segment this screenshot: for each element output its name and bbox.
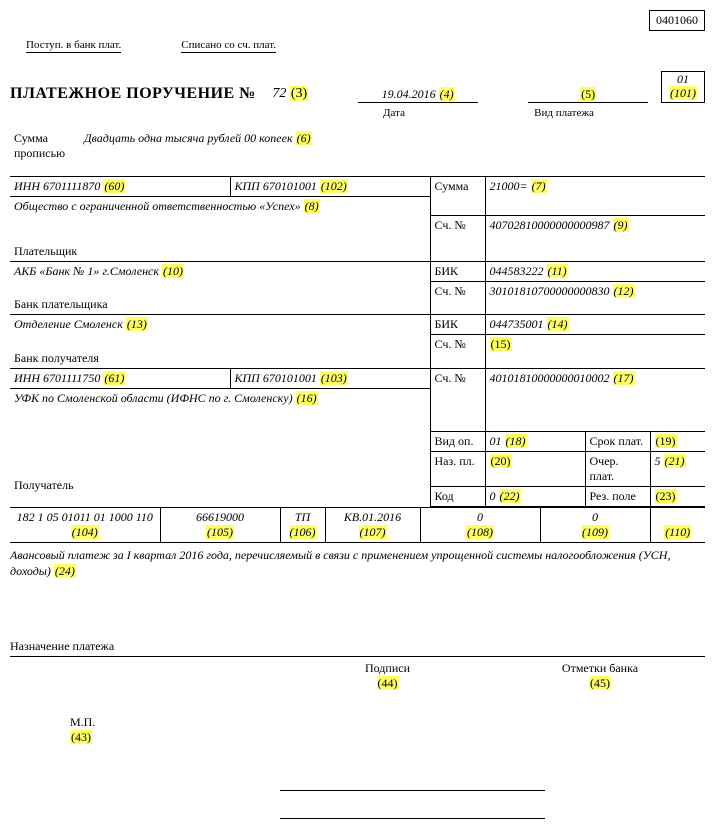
srok-label: Срок плат. (585, 432, 650, 452)
payer-inn: 6701111870 (43, 179, 100, 193)
payer-bik-label: БИК (430, 261, 485, 281)
f108: 0 (477, 510, 483, 524)
tag-3: (3) (290, 86, 308, 101)
tag-9: (9) (613, 218, 629, 232)
rcpt-kpp-label: КПП (235, 371, 260, 385)
sum-words: Двадцать одна тысяча рублей 00 копеек (84, 131, 293, 145)
sum-label: Сумма (430, 176, 485, 196)
tag-15: (15) (490, 337, 512, 351)
sum-value: 21000= (490, 179, 528, 193)
tag-103: (103) (320, 371, 348, 385)
doc-date: 19.04.2016 (382, 87, 436, 101)
tag-16: (16) (296, 391, 318, 405)
f109: 0 (592, 510, 598, 524)
f107: КВ.01.2016 (344, 510, 401, 524)
tag-22: (22) (499, 489, 521, 503)
payer-inn-label: ИНН (14, 179, 40, 193)
tag-13: (13) (126, 317, 148, 331)
tag-102: (102) (320, 179, 348, 193)
tag-60: (60) (103, 179, 125, 193)
rcpt-bik-label: БИК (430, 315, 485, 335)
payer-bank-label: Банк плательщика (14, 297, 108, 311)
paytype-label: Вид платежа (504, 107, 624, 119)
tag-7: (7) (531, 179, 547, 193)
tag-45: (45) (589, 676, 611, 690)
tag-4: (4) (439, 87, 455, 101)
tag-5: (5) (580, 87, 596, 101)
rcpt-name: УФК по Смоленской области (ИФНС по г. См… (14, 391, 293, 405)
ocher: 5 (655, 454, 661, 468)
tag-106: (106) (289, 525, 317, 539)
payer-acc: 40702810000000000987 (490, 218, 610, 232)
f106: ТП (295, 510, 310, 524)
ocher-label: Очер. плат. (585, 452, 650, 487)
doc-number: 72 (272, 86, 286, 101)
tag-44: (44) (377, 676, 399, 690)
tag-24: (24) (54, 564, 76, 578)
tag-14: (14) (547, 317, 569, 331)
tag-101: (101) (669, 86, 697, 100)
tag-21: (21) (664, 454, 686, 468)
tag-104: (104) (71, 525, 99, 539)
rcpt-inn-label: ИНН (14, 371, 40, 385)
tag-19: (19) (655, 434, 677, 448)
payer-bank-acc: 30101810700000000830 (490, 284, 610, 298)
payer-acc-label: Сч. № (430, 216, 485, 242)
f104: 182 1 05 01011 01 1000 110 (17, 510, 153, 524)
received-label: Поступ. в банк плат. (26, 39, 121, 53)
tag-18: (18) (505, 434, 527, 448)
payer-kpp: 670101001 (263, 179, 317, 193)
bank-marks-label: Отметки банка (562, 661, 638, 675)
date-label: Дата (334, 107, 454, 119)
naz-label: Наз. пл. (430, 452, 485, 487)
rcpt-bik: 044735001 (490, 317, 544, 331)
tag-10: (10) (162, 264, 184, 278)
payer-bank-acc-label: Сч. № (430, 281, 485, 315)
field-101-value: 01 (677, 72, 689, 86)
tag-43: (43) (70, 730, 92, 744)
payer-label: Плательщик (10, 242, 430, 262)
tag-12: (12) (613, 284, 635, 298)
tag-17: (17) (613, 371, 635, 385)
writeoff-label: Списано со сч. плат. (181, 39, 276, 53)
rcpt-bank-acc-label: Сч. № (430, 335, 485, 369)
mp-label: М.П. (70, 715, 95, 729)
tag-108: (108) (466, 525, 494, 539)
kod-label: Код (430, 487, 485, 507)
rcpt-kpp: 670101001 (263, 371, 317, 385)
tag-23: (23) (655, 489, 677, 503)
payer-bank: АКБ «Банк № 1» г.Смоленск (14, 264, 159, 278)
tag-110: (110) (664, 525, 691, 539)
rcpt-bank-label: Банк получателя (14, 351, 99, 365)
payer-bik: 044583222 (490, 264, 544, 278)
tag-6: (6) (296, 131, 312, 145)
rcpt-acc: 40101810000000010002 (490, 371, 610, 385)
tag-20: (20) (490, 454, 512, 468)
kod: 0 (490, 489, 496, 503)
rez-label: Рез. поле (585, 487, 650, 507)
payer-kpp-label: КПП (235, 179, 260, 193)
vidop-label: Вид оп. (430, 432, 485, 452)
sum-words-label: Сумма прописью (10, 129, 80, 177)
tag-11: (11) (547, 264, 568, 278)
doc-title: ПЛАТЕЖНОЕ ПОРУЧЕНИЕ № (10, 85, 256, 103)
tag-105: (105) (206, 525, 234, 539)
tag-109: (109) (581, 525, 609, 539)
purpose-text: Авансовый платеж за I квартал 2016 года,… (10, 548, 670, 578)
tag-61: (61) (103, 371, 125, 385)
rcpt-bank: Отделение Смоленск (14, 317, 123, 331)
tag-8: (8) (304, 199, 320, 213)
purpose-label: Назначение платежа (10, 639, 705, 657)
signatures-label: Подписи (365, 661, 410, 675)
okud-code: 0401060 (649, 10, 705, 31)
rcpt-acc-label: Сч. № (430, 368, 485, 388)
rcpt-label: Получатель (14, 478, 74, 492)
f105: 66619000 (196, 510, 244, 524)
rcpt-inn: 6701111750 (43, 371, 100, 385)
vidop: 01 (490, 434, 502, 448)
tag-107: (107) (359, 525, 387, 539)
payer-name: Общество с ограниченной ответственностью… (14, 199, 301, 213)
